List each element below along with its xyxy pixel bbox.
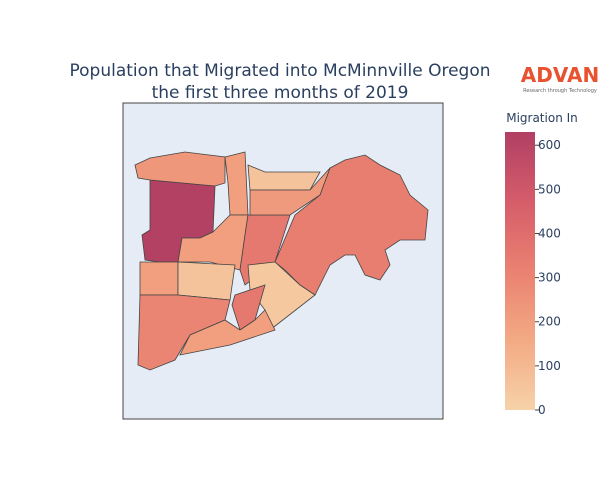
logo: ADVAN [521, 63, 599, 87]
region [249, 167, 331, 216]
regions [134, 151, 429, 371]
colorbar-tick-label: 300 [538, 271, 561, 285]
colorbar-tick-label: 100 [538, 359, 561, 373]
region [179, 309, 276, 356]
colorbar-title: Migration In [506, 111, 578, 125]
region [134, 151, 226, 187]
region [274, 154, 429, 296]
region [247, 164, 321, 191]
logo-tagline: Research through Technology [523, 88, 597, 94]
region [177, 261, 236, 301]
title-line: the first three months of 2019 [152, 83, 409, 103]
colorbar [505, 132, 535, 410]
colorbar-tick-label: 500 [538, 182, 561, 196]
colorbar-tick-label: 400 [538, 226, 561, 240]
colorbar-tick-label: 200 [538, 315, 561, 329]
colorbar-tick-label: 0 [538, 403, 546, 417]
colorbar-tick-label: 600 [538, 138, 561, 152]
region [139, 261, 179, 296]
title-line: Population that Migrated into McMinnvill… [70, 61, 491, 81]
